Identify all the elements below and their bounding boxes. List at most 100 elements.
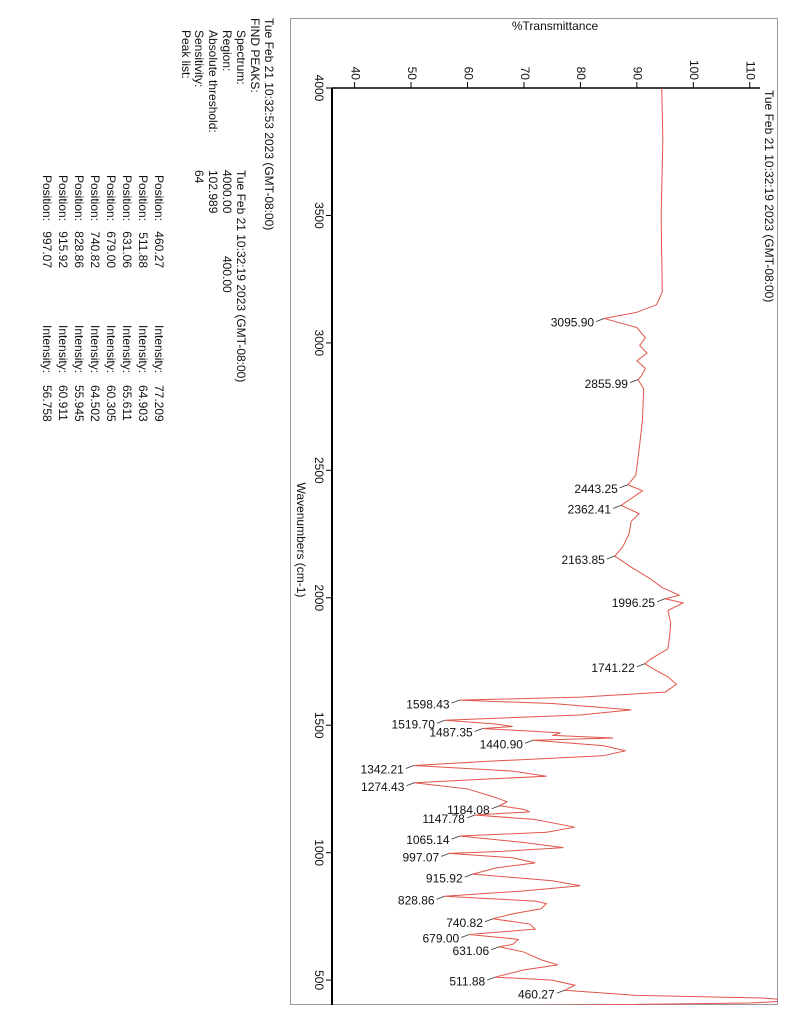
peak-label: 2362.41 (568, 503, 612, 517)
intensity-label: Intensity: (104, 325, 118, 373)
intensity-value: 64.903 (136, 385, 150, 422)
y-tick-label: 70 (518, 67, 532, 81)
position-value: 460.27 (152, 231, 166, 268)
intensity-label: Intensity: (72, 325, 86, 373)
position-label: Position: (56, 175, 70, 221)
peak-marker (629, 379, 639, 383)
field-value: 64 (192, 170, 206, 184)
intensity-label: Intensity: (88, 325, 102, 373)
peak-label: 1741.22 (591, 661, 635, 675)
y-axis-label: %Transmittance (512, 19, 599, 33)
peak-label: 3095.90 (551, 316, 595, 330)
intensity-value: 55.945 (72, 385, 86, 422)
peak-marker (484, 918, 494, 923)
y-tick-label: 60 (461, 67, 475, 81)
peak-label: 2443.25 (574, 482, 618, 496)
position-value: 679.00 (104, 231, 118, 268)
peak-label: 828.86 (398, 893, 435, 907)
peak-marker (436, 719, 446, 724)
peak-label: 1440.90 (480, 737, 524, 751)
report-heading: FIND PEAKS: (248, 18, 262, 93)
peak-label: 1274.43 (361, 780, 405, 794)
x-tick-label: 3000 (312, 330, 326, 357)
field-label: Absolute threshold: (206, 30, 220, 133)
peak-label: 997.07 (402, 851, 439, 865)
peak-label: 915.92 (426, 871, 463, 885)
field-value: Tue Feb 21 10:32:19 2023 (GMT-08:00) (234, 170, 248, 382)
peak-label: 2855.99 (585, 377, 629, 391)
peak-marker (461, 934, 470, 938)
peak-marker (466, 814, 475, 819)
peak-marker (619, 484, 628, 489)
peak-marker (464, 873, 473, 878)
position-value: 915.92 (56, 231, 70, 268)
x-tick-label: 1500 (312, 712, 326, 739)
position-value: 511.88 (136, 232, 150, 268)
peak-marker (474, 728, 483, 732)
intensity-label: Intensity: (40, 325, 54, 373)
peak-label: 1519.70 (392, 717, 436, 731)
peak-marker (441, 853, 450, 857)
position-label: Position: (152, 175, 166, 221)
peak-marker (451, 699, 460, 704)
peak-marker (487, 976, 496, 981)
peak-label: 631.06 (452, 944, 489, 958)
position-label: Position: (72, 175, 86, 221)
position-label: Position: (120, 175, 134, 221)
field-label: Peak list: (179, 30, 193, 79)
peak-label: 1996.25 (612, 596, 656, 610)
peak-marker (612, 505, 622, 509)
intensity-value: 60.305 (104, 385, 118, 422)
timestamp: Tue Feb 21 10:32:19 2023 (GMT-08:00) (762, 90, 776, 302)
position-label: Position: (88, 175, 102, 221)
peak-marker (656, 598, 666, 603)
x-tick-label: 1000 (312, 839, 326, 866)
peak-label: 511.88 (449, 974, 485, 988)
plot-frame (290, 18, 778, 1005)
peak-label: 740.82 (446, 916, 483, 930)
peak-marker (491, 946, 500, 951)
field-value: 400.00 (220, 256, 234, 293)
y-tick-label: 100 (687, 60, 701, 80)
peak-label: 1065.14 (406, 833, 450, 847)
position-value: 631.06 (120, 231, 134, 268)
peak-marker (405, 765, 415, 769)
peak-label: 460.27 (518, 987, 555, 1001)
peak-marker (524, 739, 534, 744)
y-tick-label: 40 (348, 67, 362, 81)
peak-marker (636, 663, 645, 668)
field-value: 102.989 (206, 170, 220, 214)
x-tick-label: 4000 (312, 75, 326, 102)
peak-label: 1487.35 (429, 726, 473, 740)
peak-marker (556, 989, 565, 994)
field-label: Sensitivity: (192, 30, 206, 87)
position-label: Position: (104, 175, 118, 221)
position-label: Position: (40, 175, 54, 221)
intensity-label: Intensity: (136, 325, 150, 373)
x-tick-label: 500 (312, 970, 326, 990)
peak-label: 679.00 (423, 932, 460, 946)
peak-marker (595, 318, 605, 322)
position-label: Position: (136, 175, 150, 221)
peak-label: 1598.43 (406, 697, 450, 711)
x-tick-label: 2000 (312, 584, 326, 611)
intensity-value: 77.209 (152, 385, 166, 422)
x-tick-label: 3500 (312, 202, 326, 229)
peak-marker (406, 782, 415, 787)
intensity-value: 56.758 (40, 385, 54, 422)
field-label: Spectrum: (234, 30, 248, 85)
field-value: 4000.00 (220, 170, 234, 214)
position-value: 740.82 (88, 231, 102, 268)
intensity-value: 65.611 (120, 385, 134, 421)
peak-label: 1147.78 (422, 812, 465, 826)
y-tick-label: 50 (405, 67, 419, 81)
peak-label: 1342.21 (360, 763, 404, 777)
y-tick-label: 110 (744, 61, 758, 80)
intensity-value: 64.502 (88, 385, 102, 422)
peak-marker (606, 555, 615, 560)
report-title: Tue Feb 21 10:32:53 2023 (GMT-08:00) (262, 18, 276, 230)
intensity-value: 60.911 (56, 385, 70, 421)
x-axis-label: Wavenumbers (cm-1) (294, 483, 308, 598)
intensity-label: Intensity: (152, 325, 166, 373)
